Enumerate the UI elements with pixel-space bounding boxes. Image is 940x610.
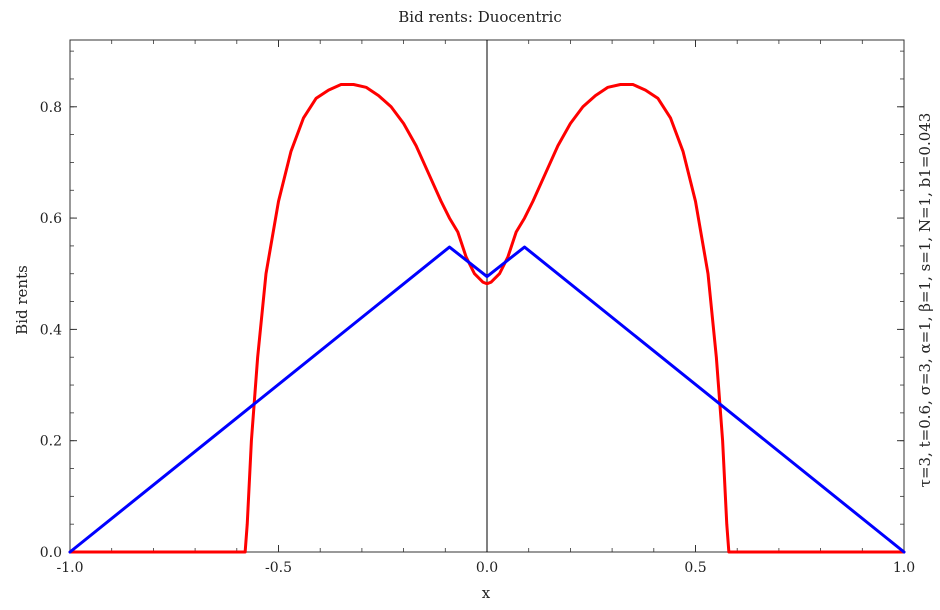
y-tick-label: 0.8 — [40, 100, 62, 116]
x-axis-label: x — [481, 584, 491, 602]
y-tick-label: 0.4 — [40, 322, 62, 338]
y-tick-label: 0.6 — [40, 211, 62, 227]
x-tick-label: 0.0 — [476, 560, 498, 576]
x-tick-label: -0.5 — [265, 560, 292, 576]
y-tick-label: 0.2 — [40, 434, 62, 450]
x-tick-label: 0.5 — [684, 560, 706, 576]
axis-ticks: -1.0 -0.5 0.0 0.5 1.0 0.0 0.2 0.4 0.6 0.8 — [40, 40, 915, 576]
series-line-2 — [68, 245, 906, 554]
y-tick-label: 0.0 — [40, 545, 62, 561]
chart-title: Bid rents: Duocentric — [398, 8, 562, 26]
x-tick-label: -1.0 — [57, 560, 84, 576]
series-line-1 — [68, 83, 906, 554]
x-tick-label: 1.0 — [893, 560, 915, 576]
series-group — [68, 83, 906, 554]
